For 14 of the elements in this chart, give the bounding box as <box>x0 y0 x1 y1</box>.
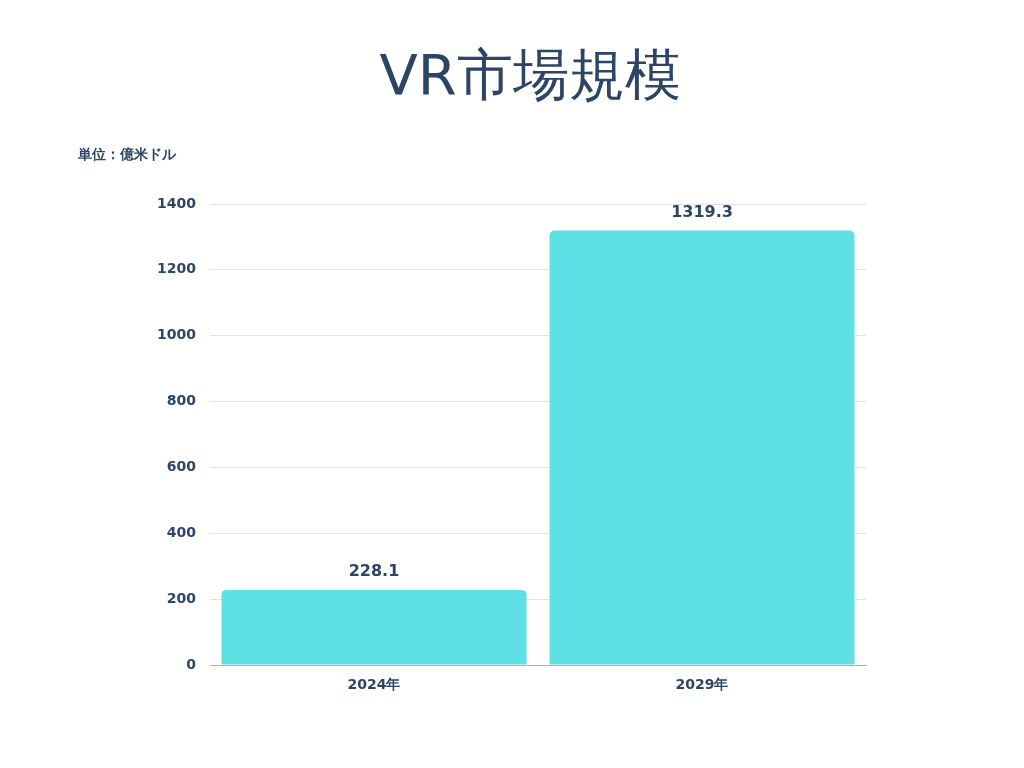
x-tick-label: 2024年 <box>347 676 401 693</box>
y-axis-title: 単位：億米ドル <box>78 146 176 164</box>
y-tick-label: 800 <box>166 392 197 409</box>
y-tick-label: 200 <box>166 589 197 606</box>
data-label: 228.1 <box>348 561 400 581</box>
y-tick-label: 0 <box>186 655 197 672</box>
y-tick-label: 400 <box>166 523 197 540</box>
y-tick-label: 1200 <box>157 260 197 277</box>
y-tick-label: 600 <box>166 458 197 475</box>
x-tick-label: 2029年 <box>675 676 729 693</box>
chart-title: VR市場規模 <box>378 41 682 109</box>
y-tick-label: 1400 <box>157 194 197 211</box>
data-label: 1319.3 <box>671 201 733 221</box>
y-tick-label: 1000 <box>157 326 197 343</box>
